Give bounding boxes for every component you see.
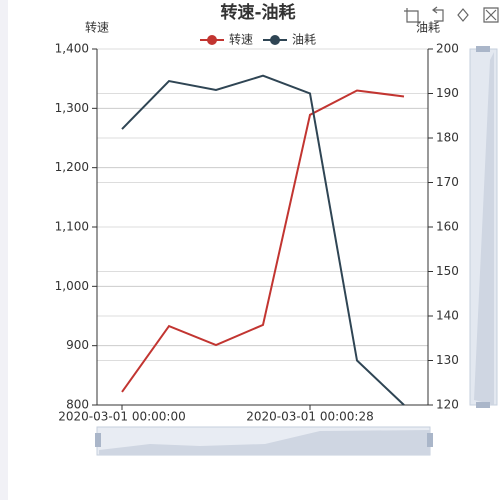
restore-tool[interactable] (457, 8, 469, 22)
zoom-tool[interactable] (404, 8, 421, 25)
series-line (121, 89, 405, 393)
y2-tick-label: 130 (436, 353, 459, 367)
legend-label: 油耗 (292, 33, 316, 47)
bottom-slider[interactable] (95, 426, 433, 456)
y-axis-title: 转速 (85, 20, 109, 35)
y2-tick-label: 140 (436, 309, 459, 323)
y2-tick-label: 190 (436, 86, 459, 100)
y-tick-label: 1,000 (55, 279, 89, 293)
x-tick-label: 2020-03-01 00:00:28 (246, 410, 373, 424)
right-slider[interactable] (469, 46, 498, 408)
y2-axis-title: 油耗 (416, 21, 440, 35)
x-tick-label: 2020-03-01 00:00:00 (58, 410, 185, 424)
legend-label: 转速 (229, 32, 253, 47)
y2-tick-label: 160 (436, 220, 459, 234)
y2-tick-label: 170 (436, 175, 459, 189)
y-tick-label: 900 (66, 338, 89, 352)
chart-title: 转速-油耗 (220, 2, 295, 23)
side-strip (0, 0, 8, 500)
legend-dot (270, 35, 280, 45)
series-line (121, 74, 405, 406)
y-tick-label: 1,400 (55, 42, 89, 56)
y-tick-label: 1,100 (55, 220, 89, 234)
legend-dot (207, 35, 217, 45)
y-tick-label: 800 (66, 398, 89, 412)
download-tool[interactable] (483, 7, 499, 23)
y-tick-label: 1,300 (55, 101, 89, 115)
y2-tick-label: 150 (436, 264, 459, 278)
y2-tick-label: 180 (436, 131, 459, 145)
toolbox (404, 6, 499, 25)
y-tick-label: 1,200 (55, 160, 89, 174)
y2-tick-label: 120 (436, 398, 459, 412)
y2-tick-label: 200 (436, 42, 459, 56)
back-tool[interactable] (432, 6, 444, 22)
